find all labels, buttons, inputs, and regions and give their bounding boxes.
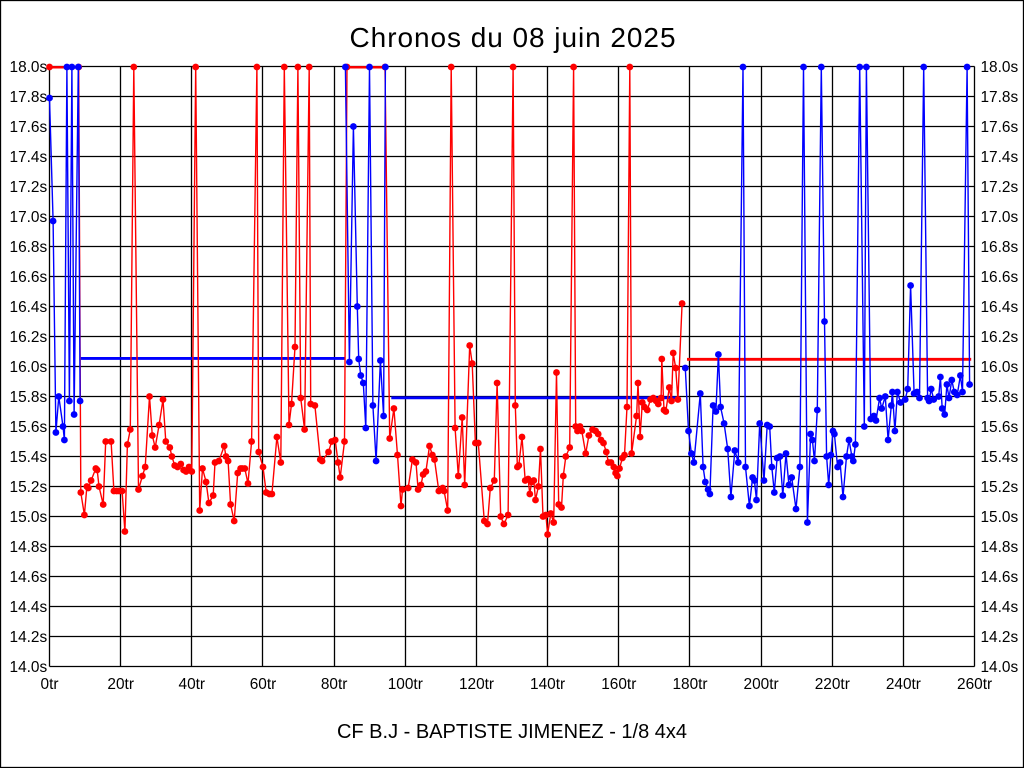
svg-text:14.8s: 14.8s: [981, 539, 1019, 556]
svg-text:15.2s: 15.2s: [10, 479, 48, 496]
svg-text:16.4s: 16.4s: [10, 299, 48, 316]
svg-text:16.0s: 16.0s: [981, 359, 1019, 376]
svg-text:17.8s: 17.8s: [981, 89, 1019, 106]
svg-text:14.0s: 14.0s: [981, 659, 1019, 676]
svg-text:15.8s: 15.8s: [10, 389, 48, 406]
svg-text:240tr: 240tr: [886, 676, 921, 693]
svg-text:14.4s: 14.4s: [10, 599, 48, 616]
svg-text:18.0s: 18.0s: [10, 59, 48, 76]
svg-text:17.4s: 17.4s: [981, 149, 1019, 166]
svg-text:120tr: 120tr: [459, 676, 494, 693]
svg-text:17.0s: 17.0s: [10, 209, 48, 226]
svg-text:14.0s: 14.0s: [10, 659, 48, 676]
svg-text:14.6s: 14.6s: [981, 569, 1019, 586]
svg-text:16.8s: 16.8s: [10, 239, 48, 256]
svg-text:15.0s: 15.0s: [10, 509, 48, 526]
svg-text:0tr: 0tr: [41, 676, 59, 693]
svg-text:16.0s: 16.0s: [10, 359, 48, 376]
svg-text:60tr: 60tr: [250, 676, 277, 693]
svg-text:17.2s: 17.2s: [981, 179, 1019, 196]
svg-text:220tr: 220tr: [815, 676, 850, 693]
svg-text:CF B.J - BAPTISTE JIMENEZ - 1/: CF B.J - BAPTISTE JIMENEZ - 1/8 4x4: [337, 721, 687, 743]
svg-text:17.0s: 17.0s: [981, 209, 1019, 226]
svg-text:100tr: 100tr: [388, 676, 423, 693]
svg-text:17.4s: 17.4s: [10, 149, 48, 166]
svg-text:14.2s: 14.2s: [981, 629, 1019, 646]
svg-text:180tr: 180tr: [672, 676, 707, 693]
svg-text:16.8s: 16.8s: [981, 239, 1019, 256]
svg-text:20tr: 20tr: [107, 676, 134, 693]
svg-text:15.4s: 15.4s: [10, 449, 48, 466]
svg-text:140tr: 140tr: [530, 676, 565, 693]
svg-text:40tr: 40tr: [179, 676, 206, 693]
svg-text:15.6s: 15.6s: [10, 419, 48, 436]
svg-text:15.6s: 15.6s: [981, 419, 1019, 436]
svg-text:18.0s: 18.0s: [981, 59, 1019, 76]
svg-text:16.2s: 16.2s: [981, 329, 1019, 346]
svg-text:160tr: 160tr: [601, 676, 636, 693]
svg-text:14.6s: 14.6s: [10, 569, 48, 586]
svg-text:15.8s: 15.8s: [981, 389, 1019, 406]
svg-text:14.2s: 14.2s: [10, 629, 48, 646]
svg-text:15.4s: 15.4s: [981, 449, 1019, 466]
svg-text:17.2s: 17.2s: [10, 179, 48, 196]
svg-text:260tr: 260tr: [957, 676, 992, 693]
svg-text:17.6s: 17.6s: [10, 119, 48, 136]
svg-text:17.6s: 17.6s: [981, 119, 1019, 136]
svg-text:15.2s: 15.2s: [981, 479, 1019, 496]
svg-text:14.8s: 14.8s: [10, 539, 48, 556]
svg-text:80tr: 80tr: [321, 676, 348, 693]
svg-text:15.0s: 15.0s: [981, 509, 1019, 526]
svg-text:17.8s: 17.8s: [10, 89, 48, 106]
svg-text:Chronos du 08 juin 2025: Chronos du 08 juin 2025: [350, 22, 677, 53]
svg-text:16.6s: 16.6s: [10, 269, 48, 286]
svg-text:14.4s: 14.4s: [981, 599, 1019, 616]
svg-text:16.6s: 16.6s: [981, 269, 1019, 286]
svg-text:200tr: 200tr: [744, 676, 779, 693]
svg-text:16.4s: 16.4s: [981, 299, 1019, 316]
svg-text:16.2s: 16.2s: [10, 329, 48, 346]
